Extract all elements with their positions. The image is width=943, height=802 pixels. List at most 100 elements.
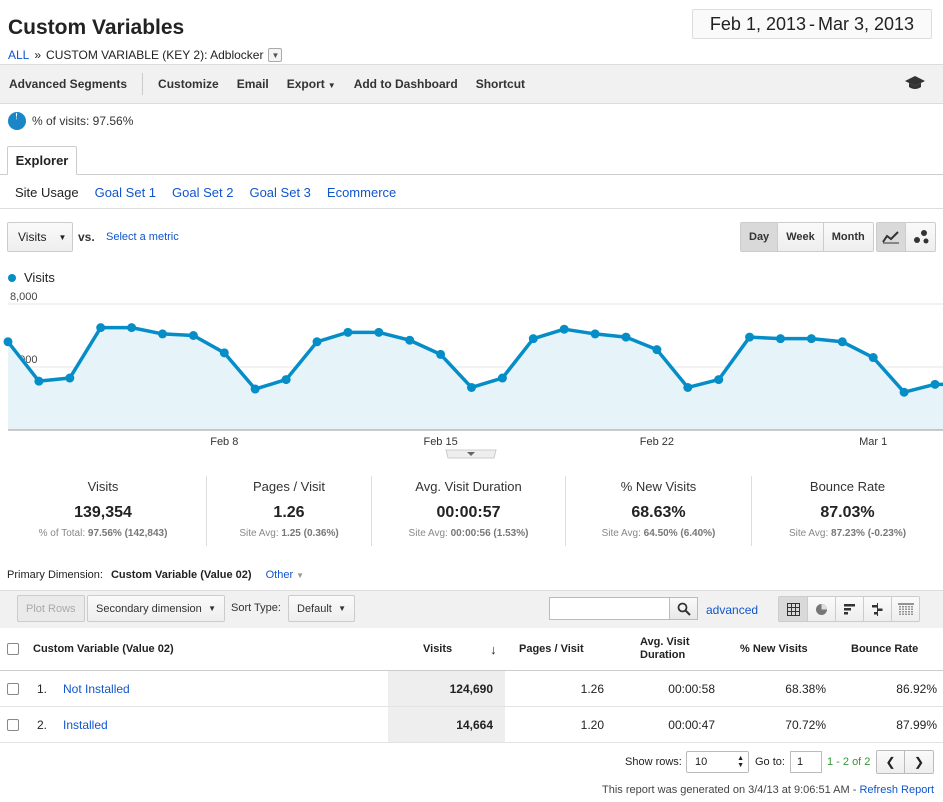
chevron-down-icon: ▼ <box>327 81 336 90</box>
period-week-button[interactable]: Week <box>777 223 823 251</box>
chevron-down-icon: ▼ <box>338 604 346 613</box>
chart-point <box>837 337 847 347</box>
scorecard-sub: Site Avg: 64.50% (6.40%) <box>602 528 716 539</box>
table-search-input[interactable] <box>549 597 670 620</box>
scorecard-sub: Site Avg: 87.23% (-0.23%) <box>789 528 906 539</box>
row-new-visits: 68.38% <box>785 681 826 696</box>
subtab-goal-set-1[interactable]: Goal Set 1 <box>94 185 157 200</box>
breadcrumb: ALL » CUSTOM VARIABLE (KEY 2): Adblocker… <box>8 48 283 62</box>
column-header-bounce-rate[interactable]: Bounce Rate <box>851 643 919 655</box>
chart-point <box>127 323 137 333</box>
chart-point <box>467 382 476 392</box>
motion-chart-icon[interactable] <box>906 223 935 251</box>
row-pages-visit: 1.26 <box>580 681 604 696</box>
performance-view-icon[interactable] <box>835 597 863 621</box>
chart-point <box>930 379 940 389</box>
chart-point <box>188 331 198 340</box>
metric-select-label: Visits <box>18 230 47 244</box>
show-rows-select[interactable]: 10 ▲ ▼ <box>686 751 749 773</box>
table-body: 1. Not Installed 124,690 1.26 00:00:58 68.38%… <box>0 671 943 743</box>
column-header-new-visits[interactable]: % New Visits <box>740 643 808 655</box>
customize-button[interactable]: Customize <box>158 77 219 91</box>
subtab-ecommerce[interactable]: Ecommerce <box>326 185 397 200</box>
column-header-pages-visit[interactable]: Pages / Visit <box>519 643 584 655</box>
column-header-avg-duration[interactable]: Avg. Visit Duration <box>640 636 690 661</box>
export-button[interactable]: Export ▼ <box>278 77 345 91</box>
period-day-button[interactable]: Day <box>741 223 778 251</box>
advanced-filter-link[interactable]: advanced <box>706 603 759 617</box>
next-page-button[interactable]: ❯ <box>905 751 933 773</box>
row-checkbox[interactable] <box>7 718 19 731</box>
chevron-down-icon: ▼ <box>58 232 67 242</box>
row-dimension-cell: Not Installed <box>63 671 130 706</box>
chart-point <box>343 327 353 337</box>
secondary-dimension-select[interactable]: Secondary dimension ▼ <box>87 595 225 622</box>
breadcrumb-dropdown-icon[interactable]: ▼ <box>268 48 283 62</box>
metric-select[interactable]: Visits ▼ <box>7 222 73 252</box>
scorecard-sub-value: 00:00:56 (1.53%) <box>450 528 529 539</box>
show-rows-value: 10 <box>695 756 708 768</box>
advanced-segments-button[interactable]: Advanced Segments <box>9 77 128 91</box>
line-chart-icon[interactable] <box>877 223 906 251</box>
table-view-icon[interactable] <box>779 597 807 621</box>
sort-arrow-down-icon: ↓ <box>490 641 497 657</box>
other-label: Other <box>265 569 294 581</box>
chart-point <box>65 373 75 383</box>
period-month-button[interactable]: Month <box>822 223 873 251</box>
subtab-goal-set-2[interactable]: Goal Set 2 <box>172 185 234 200</box>
row-dimension-cell: Installed <box>63 707 108 742</box>
pivot-view-icon[interactable] <box>891 597 919 621</box>
scorecard: Visits 139,354 % of Total: 97.56% (142,843… <box>0 476 207 546</box>
checkbox[interactable] <box>7 643 19 655</box>
previous-page-button[interactable]: ❮ <box>877 751 905 773</box>
subtab-site-usage[interactable]: Site Usage <box>15 185 79 200</box>
row-dimension-link[interactable]: Not Installed <box>63 681 130 696</box>
refresh-report-link[interactable]: Refresh Report <box>859 784 935 796</box>
chart-point <box>405 335 415 345</box>
sort-type-value: Default <box>297 602 332 615</box>
goto-page-input[interactable]: 1 <box>790 751 822 773</box>
breadcrumb-all-link[interactable]: ALL <box>8 48 30 62</box>
date-range-picker[interactable]: Feb 1, 2013 - Mar 3, 2013 <box>692 9 932 39</box>
chevron-down-icon <box>467 452 475 456</box>
report-footer: This report was generated on 3/4/13 at 9… <box>602 784 934 796</box>
chart-y-tick-label: 8,000 <box>10 291 38 303</box>
row-checkbox[interactable] <box>7 682 19 695</box>
row-checkbox-cell <box>7 707 19 742</box>
graduation-cap-icon[interactable] <box>905 75 925 96</box>
primary-dimension-other-link[interactable]: Other ▼ <box>266 569 305 581</box>
goto-label: Go to: <box>755 756 785 768</box>
tab-explorer[interactable]: Explorer <box>7 146 77 175</box>
email-button[interactable]: Email <box>236 77 269 91</box>
scorecard-value: 1.26 <box>273 504 305 521</box>
subtab-goal-set-3[interactable]: Goal Set 3 <box>249 185 311 200</box>
chart-point <box>745 332 755 342</box>
export-label: Export <box>286 77 325 91</box>
search-icon[interactable] <box>669 597 698 620</box>
select-all-checkbox[interactable] <box>7 628 19 670</box>
add-to-dashboard-button[interactable]: Add to Dashboard <box>353 77 458 91</box>
chart-x-tick-label: Feb 22 <box>640 436 674 448</box>
chart-point <box>776 334 785 344</box>
sort-type-select[interactable]: Default ▼ <box>288 595 355 622</box>
chart-point <box>899 387 909 397</box>
column-header-dimension[interactable]: Custom Variable (Value 02) <box>33 643 174 655</box>
row-pages-visit: 1.20 <box>580 717 604 732</box>
scorecard-label: Pages / Visit <box>252 479 326 494</box>
plot-rows-button[interactable]: Plot Rows <box>17 595 85 622</box>
comparison-view-icon[interactable] <box>863 597 891 621</box>
row-dimension-link[interactable]: Installed <box>63 717 108 732</box>
shortcut-button[interactable]: Shortcut <box>475 77 526 91</box>
column-header-visits[interactable]: Visits ↓ <box>388 628 505 670</box>
explorer-subtabs: Site Usage Goal Set 1 Goal Set 2 Goal Se… <box>15 185 396 200</box>
row-new-visits: 70.72% <box>785 717 826 732</box>
legend-dot-icon <box>8 273 16 282</box>
scorecard-label: Bounce Rate <box>809 479 886 494</box>
row-bounce-rate: 86.92% <box>896 681 937 696</box>
scorecard-value: 139,354 <box>74 504 132 521</box>
pie-view-icon[interactable] <box>807 597 835 621</box>
select-metric-link[interactable]: Select a metric <box>106 231 179 243</box>
chart-point <box>250 384 260 394</box>
scorecard-sub-prefix: % of Total: <box>38 528 86 539</box>
